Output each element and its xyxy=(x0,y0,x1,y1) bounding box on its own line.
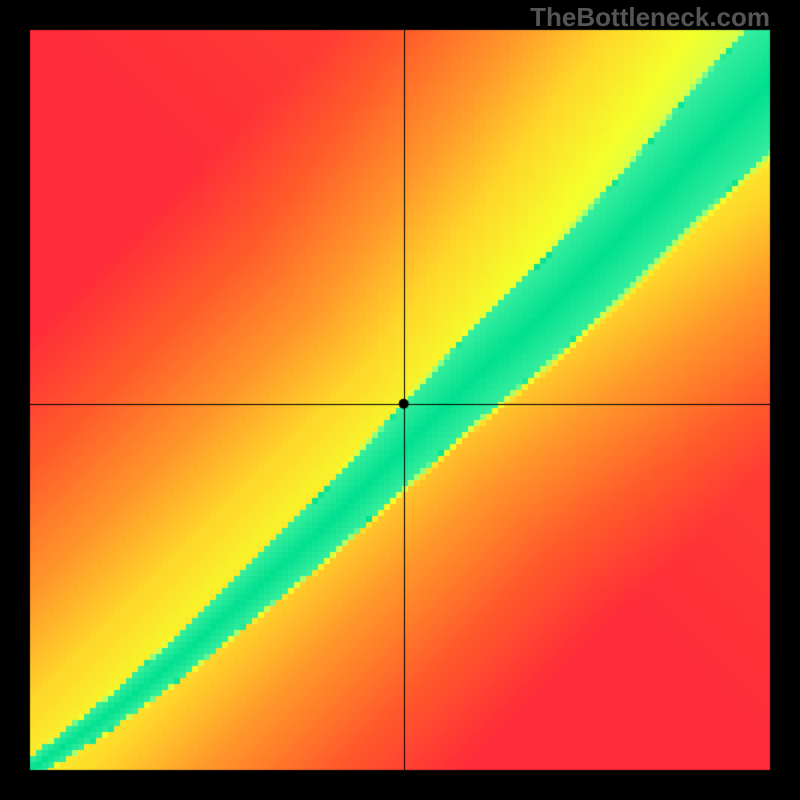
chart-container: TheBottleneck.com xyxy=(0,0,800,800)
watermark-text: TheBottleneck.com xyxy=(530,2,770,33)
bottleneck-heatmap-canvas xyxy=(0,0,800,800)
